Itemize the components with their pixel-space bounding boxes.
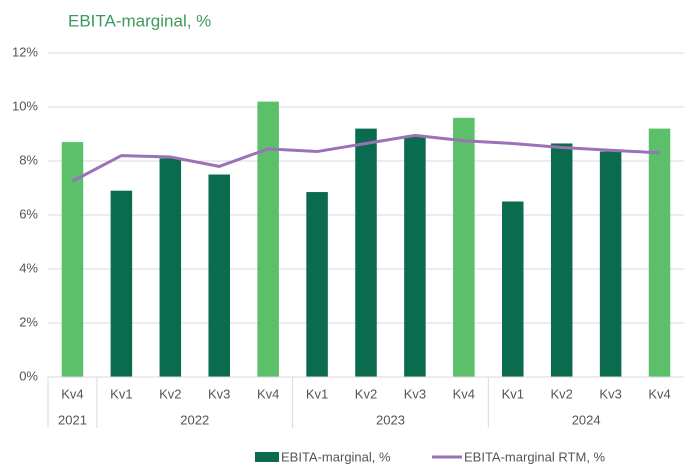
legend-swatch [255, 452, 279, 462]
x-tick-label: Kv3 [208, 386, 230, 401]
y-tick-label: 12% [12, 44, 38, 59]
bar [257, 101, 279, 377]
line [71, 133, 660, 183]
y-tick-label: 6% [19, 206, 38, 221]
y-tick-label: 8% [19, 152, 38, 167]
bar [550, 143, 573, 377]
x-tick-label: Kv2 [355, 386, 377, 401]
group-label: 2021 [58, 412, 87, 427]
x-tick-label: Kv4 [648, 386, 670, 401]
bar [208, 174, 230, 377]
y-tick-label: 2% [19, 314, 38, 329]
x-tick-label: Kv4 [61, 386, 83, 401]
x-tick-label: Kv4 [453, 386, 475, 401]
x-tick-label: Kv1 [502, 386, 524, 401]
chart-title: EBITA-marginal, % [68, 11, 211, 30]
group-label: 2024 [572, 412, 601, 427]
bar [61, 142, 84, 377]
x-tick-label: Kv2 [159, 386, 181, 401]
legend-label: EBITA-marginal RTM, % [464, 449, 606, 464]
bar [306, 192, 328, 377]
x-tick-label: Kv1 [110, 386, 132, 401]
y-tick-label: 10% [12, 98, 38, 113]
bar [159, 158, 182, 377]
bar [648, 128, 671, 377]
group-label: 2022 [180, 412, 209, 427]
x-tick-label: Kv2 [550, 386, 572, 401]
y-tick-label: 4% [19, 260, 38, 275]
bar [404, 136, 426, 377]
group-label: 2023 [376, 412, 405, 427]
y-tick-label: 0% [19, 368, 38, 383]
bar [110, 190, 133, 377]
bar [453, 117, 475, 378]
legend-label: EBITA-marginal, % [281, 449, 391, 464]
x-tick-label: Kv1 [306, 386, 328, 401]
bar [599, 151, 622, 377]
x-tick-label: Kv4 [257, 386, 279, 401]
x-tick-label: Kv3 [404, 386, 426, 401]
bar [502, 201, 524, 377]
bar [355, 128, 377, 377]
x-tick-label: Kv3 [599, 386, 621, 401]
